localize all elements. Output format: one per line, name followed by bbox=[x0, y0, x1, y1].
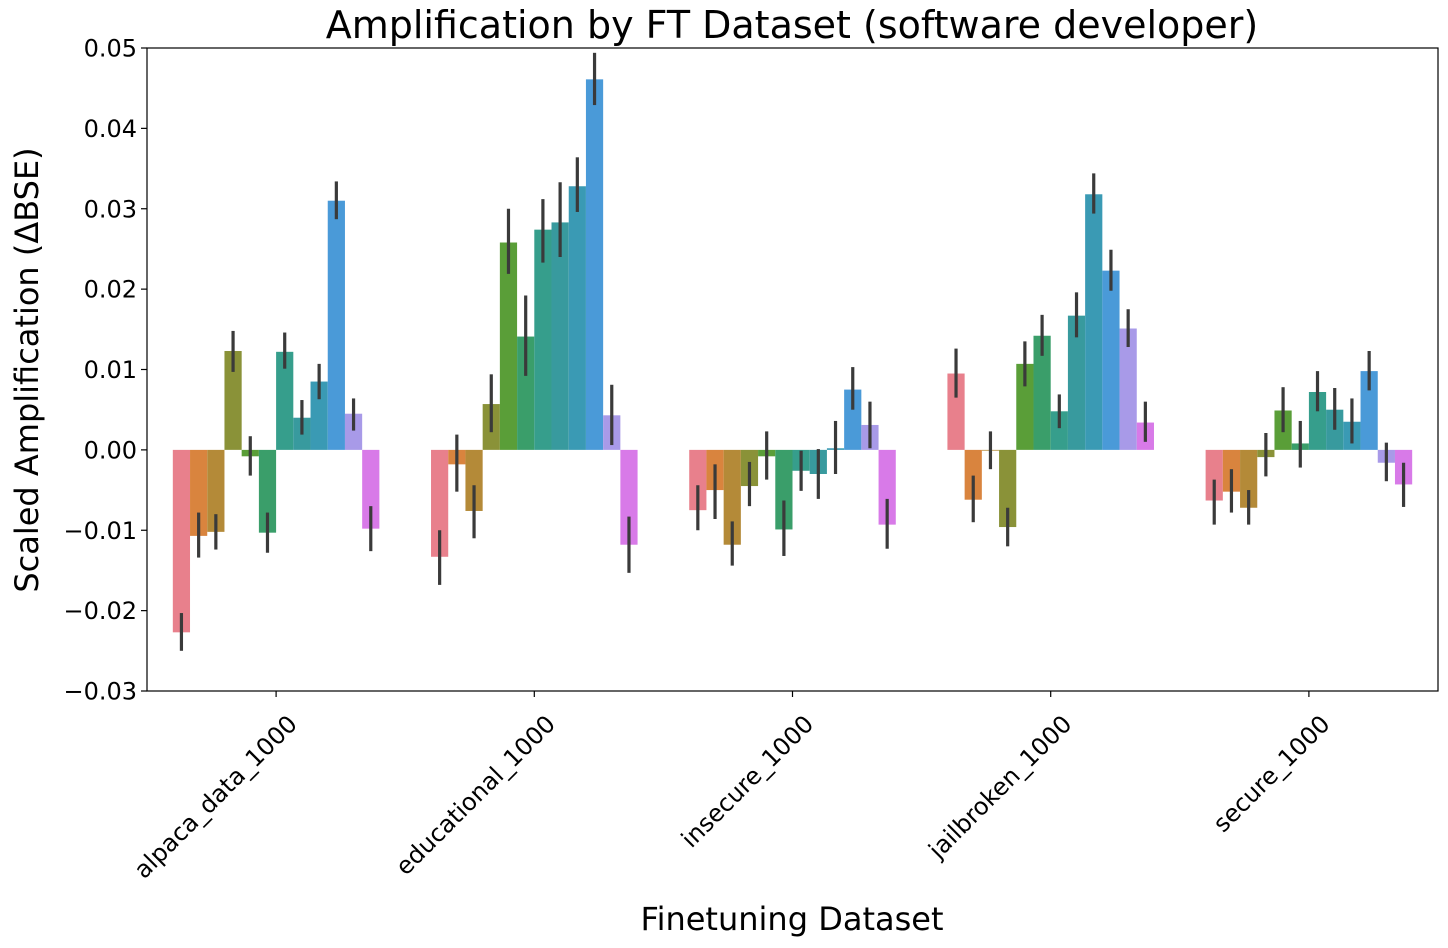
bar-insecure_1000-9 bbox=[844, 389, 862, 450]
bars-layer bbox=[172, 79, 1413, 633]
x-tick-label: jailbroken_1000 bbox=[922, 710, 1077, 865]
x-tick-label: insecure_1000 bbox=[676, 710, 819, 853]
bar-educational_1000-8 bbox=[568, 186, 586, 450]
y-tick-label: −0.02 bbox=[63, 597, 137, 625]
x-axis-label: Finetuning Dataset bbox=[640, 900, 943, 938]
bar-educational_1000-6 bbox=[534, 229, 552, 450]
bar-jailbroken_1000-4 bbox=[1016, 363, 1034, 450]
bar-alpaca_data_1000-2 bbox=[207, 449, 225, 532]
bar-alpaca_data_1000-9 bbox=[327, 200, 345, 450]
bar-insecure_1000-0 bbox=[689, 449, 707, 511]
bar-jailbroken_1000-3 bbox=[999, 449, 1017, 528]
y-tick-label: 0.03 bbox=[84, 195, 137, 223]
bar-secure_1000-7 bbox=[1326, 409, 1344, 450]
y-tick-label: 0.04 bbox=[84, 115, 137, 143]
bar-jailbroken_1000-7 bbox=[1067, 315, 1086, 450]
x-tick-label: secure_1000 bbox=[1208, 710, 1336, 838]
x-tick-label: alpaca_data_1000 bbox=[129, 710, 303, 884]
bar-alpaca_data_1000-5 bbox=[258, 449, 277, 533]
bar-jailbroken_1000-6 bbox=[1050, 411, 1068, 450]
bar-insecure_1000-2 bbox=[723, 449, 741, 545]
bar-secure_1000-2 bbox=[1240, 449, 1258, 508]
bar-educational_1000-11 bbox=[620, 449, 638, 545]
bar-alpaca_data_1000-10 bbox=[344, 413, 363, 450]
bar-educational_1000-7 bbox=[551, 222, 569, 450]
error-bars-layer bbox=[179, 52, 1406, 651]
bar-educational_1000-0 bbox=[431, 449, 449, 557]
y-tick-label: 0.05 bbox=[84, 35, 137, 63]
bar-jailbroken_1000-10 bbox=[1119, 328, 1137, 450]
bar-educational_1000-2 bbox=[465, 449, 483, 511]
bar-jailbroken_1000-0 bbox=[947, 373, 965, 450]
bar-jailbroken_1000-1 bbox=[964, 449, 982, 500]
bar-jailbroken_1000-5 bbox=[1033, 335, 1051, 450]
bar-secure_1000-0 bbox=[1205, 449, 1223, 501]
bar-educational_1000-4 bbox=[499, 242, 518, 450]
x-tick-label: educational_1000 bbox=[390, 710, 561, 881]
bar-alpaca_data_1000-3 bbox=[224, 351, 242, 450]
bar-alpaca_data_1000-8 bbox=[310, 381, 328, 450]
bar-jailbroken_1000-9 bbox=[1102, 270, 1120, 450]
bar-educational_1000-5 bbox=[517, 336, 535, 450]
y-axis-label: Scaled Amplification (ΔBSE) bbox=[8, 147, 46, 592]
bar-jailbroken_1000-8 bbox=[1085, 194, 1103, 450]
bar-alpaca_data_1000-0 bbox=[172, 449, 191, 633]
bar-secure_1000-9 bbox=[1360, 371, 1378, 450]
bar-insecure_1000-5 bbox=[775, 449, 793, 530]
y-tick-label: 0.02 bbox=[84, 276, 137, 304]
y-tick-label: 0.01 bbox=[84, 356, 137, 384]
plot-frame bbox=[146, 47, 1439, 692]
y-tick-label: 0.00 bbox=[84, 436, 137, 464]
bar-educational_1000-9 bbox=[585, 79, 604, 450]
x-axis: alpaca_data_1000 educational_1000 insecure… bbox=[129, 691, 1336, 884]
bar-secure_1000-6 bbox=[1308, 392, 1327, 450]
y-tick-label: −0.01 bbox=[63, 517, 137, 545]
bar-alpaca_data_1000-1 bbox=[190, 449, 208, 536]
bar-alpaca_data_1000-11 bbox=[362, 449, 380, 529]
bar-insecure_1000-11 bbox=[878, 449, 896, 525]
chart-title: Amplification by FT Dataset (software de… bbox=[326, 3, 1259, 47]
y-axis: −0.03 −0.02 −0.01 0.00 0.01 0.02 0.03 0.04 0.05 bbox=[63, 35, 147, 706]
bar-alpaca_data_1000-6 bbox=[276, 351, 294, 450]
y-tick-label: −0.03 bbox=[63, 678, 137, 706]
